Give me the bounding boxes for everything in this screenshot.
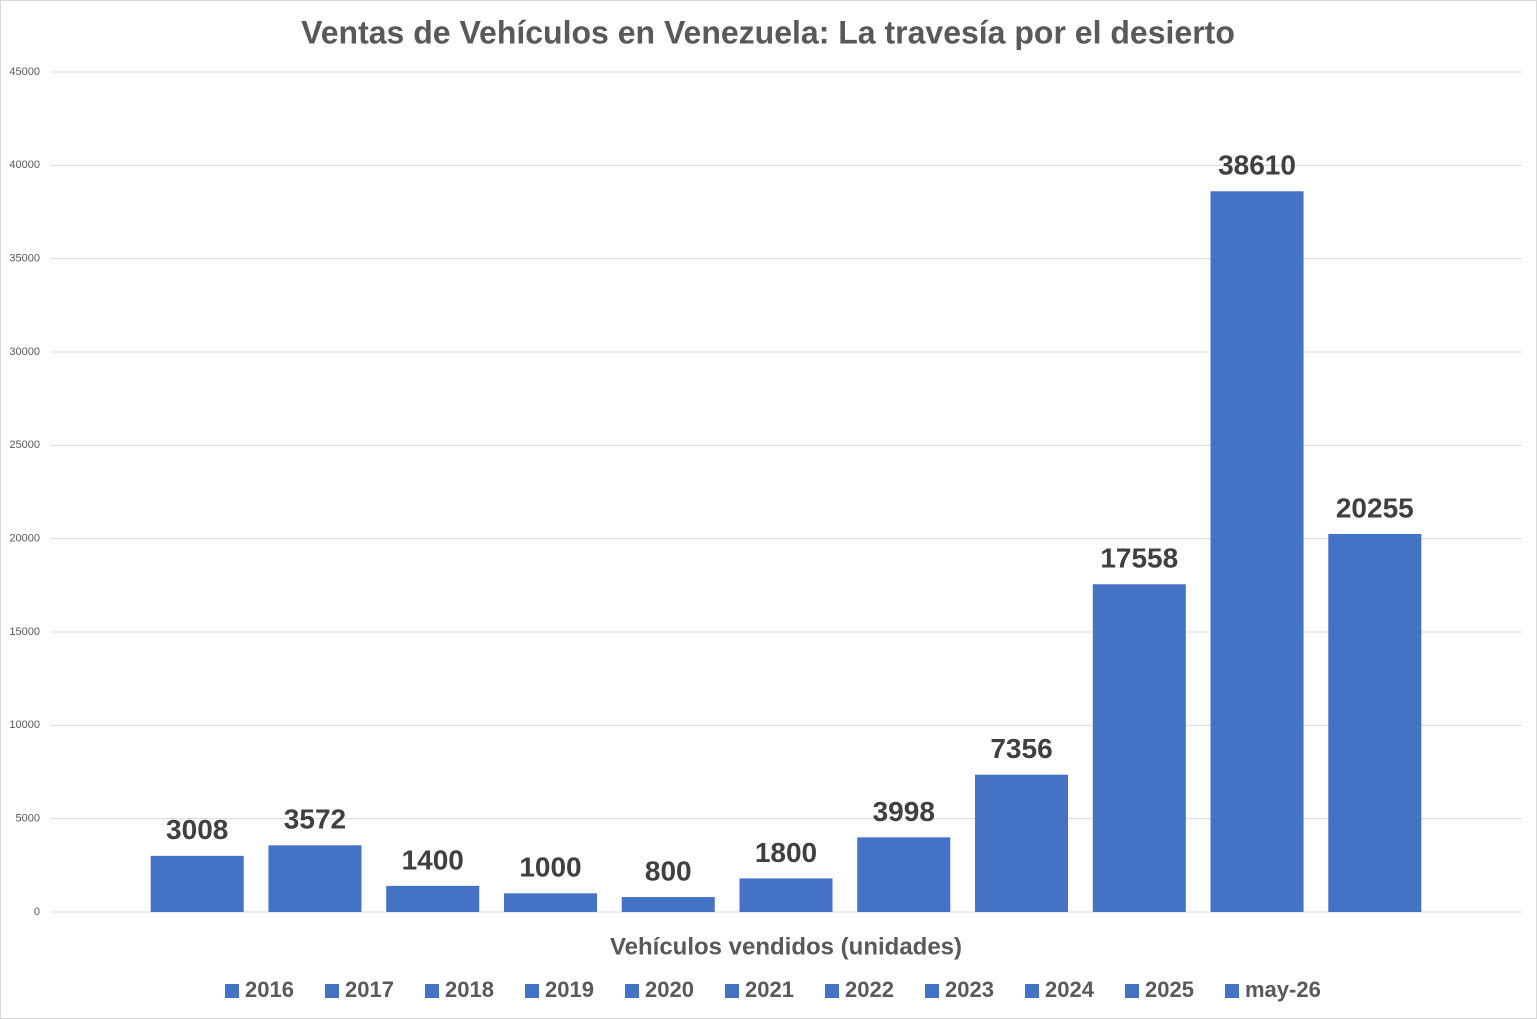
- legend-swatch: [925, 984, 939, 998]
- data-label: 1000: [519, 852, 581, 883]
- legend-label: 2022: [845, 977, 894, 1002]
- data-label: 3998: [873, 796, 935, 827]
- data-label: 1400: [402, 844, 464, 875]
- y-tick-label: 0: [34, 906, 40, 918]
- y-tick-label: 20000: [9, 533, 40, 545]
- legend-label: 2017: [345, 977, 394, 1002]
- bar: [739, 878, 833, 912]
- data-label: 3008: [166, 814, 228, 845]
- data-label: 1800: [755, 837, 817, 868]
- legend-label: 2016: [245, 977, 294, 1002]
- bar: [1210, 191, 1304, 912]
- legend-label: 2023: [945, 977, 994, 1002]
- legend-swatch: [1025, 984, 1039, 998]
- y-tick-label: 45000: [9, 66, 40, 78]
- legend-label: may-26: [1245, 977, 1321, 1002]
- data-label: 20255: [1336, 492, 1414, 523]
- bar: [975, 774, 1069, 912]
- y-tick-label: 25000: [9, 439, 40, 451]
- y-tick-label: 40000: [9, 159, 40, 171]
- y-tick-label: 10000: [9, 719, 40, 731]
- y-tick-label: 35000: [9, 253, 40, 265]
- data-label: 17558: [1100, 543, 1178, 574]
- bar: [857, 837, 951, 912]
- bar: [1092, 584, 1186, 912]
- legend-swatch: [825, 984, 839, 998]
- legend-label: 2025: [1145, 977, 1194, 1002]
- data-label: 38610: [1218, 150, 1296, 181]
- legend-label: 2024: [1045, 977, 1095, 1002]
- bar: [150, 855, 244, 912]
- y-tick-label: 15000: [9, 626, 40, 638]
- data-label: 800: [645, 855, 692, 886]
- bar: [386, 885, 480, 912]
- legend-swatch: [425, 984, 439, 998]
- legend-swatch: [625, 984, 639, 998]
- legend-swatch: [225, 984, 239, 998]
- y-tick-label: 30000: [9, 346, 40, 358]
- x-axis-title: Vehículos vendidos (unidades): [610, 933, 962, 960]
- chart-title: Ventas de Vehículos en Venezuela: La tra…: [301, 14, 1235, 50]
- y-tick-label: 5000: [16, 813, 40, 825]
- legend-swatch: [725, 984, 739, 998]
- bar: [268, 845, 362, 912]
- legend-label: 2019: [545, 977, 594, 1002]
- data-label: 7356: [990, 733, 1052, 764]
- data-label: 3572: [284, 804, 346, 835]
- legend-label: 2018: [445, 977, 494, 1002]
- legend-swatch: [1225, 984, 1239, 998]
- bar: [503, 893, 597, 912]
- legend-label: 2020: [645, 977, 694, 1002]
- legend-swatch: [525, 984, 539, 998]
- bar: [1328, 533, 1422, 912]
- bar: [621, 897, 715, 912]
- legend-label: 2021: [745, 977, 794, 1002]
- legend-swatch: [325, 984, 339, 998]
- legend-swatch: [1125, 984, 1139, 998]
